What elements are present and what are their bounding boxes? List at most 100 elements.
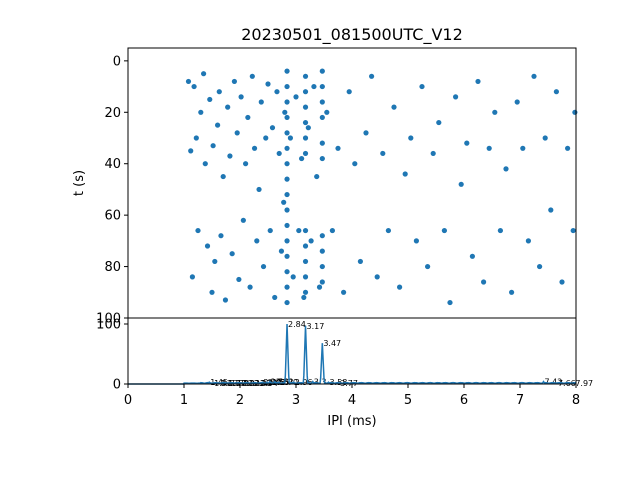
raster-point	[385, 227, 391, 234]
chart-title: 20230501_081500UTC_V12	[241, 25, 463, 45]
raster-point	[402, 171, 408, 177]
raster-point	[475, 78, 481, 85]
raster-point	[548, 207, 554, 213]
ipi-peak-label: 7.97	[575, 379, 593, 388]
raster-point	[302, 73, 309, 79]
raster-point	[201, 71, 207, 77]
raster-point	[278, 248, 285, 254]
raster-point	[329, 227, 335, 234]
ipi-peak-label: 3.47	[323, 339, 341, 348]
ipi-axes-frame	[127, 317, 577, 385]
raster-point	[274, 89, 280, 95]
raster-point	[282, 109, 288, 115]
raster-point	[514, 99, 520, 105]
raster-point	[193, 135, 199, 141]
raster-point	[302, 104, 309, 110]
ipi-x-tick-label: 8	[572, 393, 580, 408]
raster-y-tick-label: 0	[113, 54, 121, 69]
raster-point	[249, 73, 255, 79]
raster-point	[302, 150, 309, 157]
raster-point	[204, 243, 211, 249]
raster-point	[430, 150, 436, 157]
ipi-y-tick-label: 0	[113, 378, 121, 393]
raster-point	[269, 125, 276, 131]
raster-point	[284, 284, 290, 290]
ipi-x-tick-label: 6	[460, 393, 468, 408]
raster-point	[302, 289, 309, 295]
raster-point	[436, 119, 442, 126]
raster-point	[191, 83, 197, 90]
raster-point	[240, 217, 246, 223]
raster-point	[352, 161, 358, 167]
raster-point	[503, 166, 509, 172]
raster-point	[316, 284, 323, 290]
raster-point	[254, 238, 260, 244]
raster-y-tick-label: 80	[104, 260, 121, 275]
raster-point	[559, 279, 565, 285]
raster-point	[284, 207, 290, 213]
raster-point	[296, 227, 302, 234]
raster-point	[520, 145, 526, 151]
raster-point	[531, 73, 537, 79]
raster-point	[299, 155, 305, 162]
raster-point	[319, 140, 325, 146]
raster-point	[542, 135, 548, 141]
ipi-x-tick-label: 2	[236, 393, 244, 408]
raster-point	[469, 253, 475, 259]
raster-point	[227, 153, 233, 159]
raster-point	[284, 238, 290, 244]
raster-point	[222, 297, 229, 303]
raster-point	[189, 274, 195, 280]
raster-point	[290, 274, 296, 280]
raster-point	[284, 83, 290, 90]
ipi-x-tick-label: 3	[292, 393, 300, 408]
raster-point	[464, 140, 470, 146]
ipi-peak-label: 2.84	[288, 320, 306, 329]
raster-point	[281, 199, 287, 205]
raster-point	[319, 114, 325, 121]
raster-point	[284, 176, 290, 182]
raster-point	[218, 233, 224, 239]
raster-point	[231, 78, 237, 85]
raster-point	[537, 263, 543, 270]
raster-y-axis-label: t (s)	[72, 170, 87, 196]
raster-y-tick-label: 60	[104, 209, 121, 224]
raster-panel: 20230501_081500UTC_V12 t (s) 0 20 40 60 80 10…	[72, 25, 578, 327]
raster-point	[272, 294, 278, 301]
raster-points	[185, 68, 578, 306]
raster-point	[247, 284, 253, 290]
raster-point	[302, 135, 309, 141]
raster-point	[202, 161, 208, 167]
raster-point	[251, 145, 258, 151]
raster-point	[185, 78, 192, 85]
ipi-y-ticks: 0 100	[96, 318, 128, 393]
raster-point	[357, 258, 363, 265]
raster-point	[458, 181, 464, 187]
ipi-x-tick-label: 5	[404, 393, 412, 408]
raster-point	[284, 161, 290, 167]
raster-point	[198, 109, 204, 115]
raster-point	[391, 104, 397, 110]
raster-point	[553, 89, 560, 95]
raster-point	[419, 83, 425, 90]
raster-point	[572, 109, 578, 115]
raster-point	[245, 114, 251, 121]
raster-point	[267, 227, 273, 234]
raster-point	[492, 109, 498, 115]
raster-point	[210, 143, 216, 149]
raster-point	[195, 227, 201, 234]
raster-point	[308, 238, 314, 244]
raster-point	[319, 248, 325, 254]
raster-point	[363, 130, 369, 136]
raster-point	[369, 73, 375, 79]
raster-y-tick-label: 20	[104, 106, 121, 121]
raster-point	[188, 148, 194, 154]
raster-point	[225, 104, 231, 110]
raster-point	[302, 274, 309, 280]
raster-point	[215, 122, 221, 128]
raster-point	[408, 135, 414, 141]
raster-point	[346, 89, 352, 95]
raster-point	[397, 284, 403, 290]
